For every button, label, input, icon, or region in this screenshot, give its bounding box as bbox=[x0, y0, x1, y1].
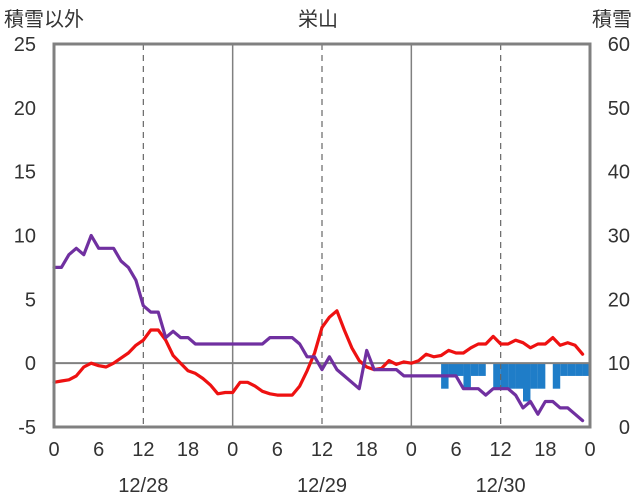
date-label: 12/29 bbox=[297, 475, 347, 497]
temperature-line bbox=[52, 309, 585, 397]
snowfall-bars bbox=[441, 363, 590, 402]
left-tick-label: -5 bbox=[18, 417, 36, 439]
snowfall-bar bbox=[478, 363, 486, 376]
x-tick-label: 6 bbox=[93, 439, 104, 461]
snowfall-bar bbox=[456, 363, 464, 376]
left-axis-label: 積雪以外 bbox=[4, 8, 84, 31]
snowfall-bar bbox=[500, 363, 509, 389]
x-tick-label: 12 bbox=[311, 439, 333, 461]
x-tick-label: 0 bbox=[406, 439, 417, 461]
left-axis-ticks: -5 0 5 10 15 20 25 bbox=[14, 34, 36, 439]
left-tick-label: 20 bbox=[14, 98, 36, 120]
snowfall-bar bbox=[493, 363, 501, 389]
snow_depth-line bbox=[52, 233, 585, 423]
snowfall-bar bbox=[537, 363, 546, 389]
snowfall-bar bbox=[463, 363, 471, 389]
right-tick-label: 60 bbox=[608, 34, 630, 56]
right-tick-label: 50 bbox=[608, 98, 630, 120]
left-tick-label: 25 bbox=[14, 34, 36, 56]
x-tick-label: 0 bbox=[584, 439, 595, 461]
snowfall-bar bbox=[508, 363, 516, 389]
plot-frame bbox=[52, 42, 592, 429]
snowfall-bar bbox=[523, 363, 531, 402]
x-tick-label: 0 bbox=[48, 439, 59, 461]
right-axis-ticks: 0 10 20 30 40 50 60 bbox=[608, 34, 630, 439]
right-tick-label: 0 bbox=[619, 417, 630, 439]
x-tick-label: 0 bbox=[227, 439, 238, 461]
snowfall-bar bbox=[470, 363, 479, 376]
x-tick-label: 12 bbox=[490, 439, 512, 461]
x-axis-ticks: 0 6 12 18 0 6 12 18 0 6 12 18 0 bbox=[48, 439, 595, 461]
left-tick-label: 15 bbox=[14, 162, 36, 184]
left-tick-label: 0 bbox=[25, 353, 36, 375]
x-tick-label: 18 bbox=[534, 439, 556, 461]
grid-lines bbox=[54, 44, 590, 427]
date-label: 12/30 bbox=[476, 475, 526, 497]
snowfall-bar bbox=[530, 363, 538, 389]
snowfall-bar bbox=[448, 363, 456, 376]
series-lines bbox=[52, 233, 585, 423]
x-tick-label: 18 bbox=[356, 439, 378, 461]
right-tick-label: 30 bbox=[608, 226, 630, 248]
date-labels: 12/28 12/29 12/30 bbox=[118, 475, 525, 497]
x-tick-label: 6 bbox=[450, 439, 461, 461]
snowfall-bar bbox=[552, 363, 561, 389]
left-tick-label: 10 bbox=[14, 226, 36, 248]
snowfall-bar bbox=[582, 363, 590, 376]
x-tick-label: 6 bbox=[272, 439, 283, 461]
snowfall-bar bbox=[515, 363, 523, 389]
chart-title: 栄山 bbox=[298, 8, 338, 31]
right-tick-label: 10 bbox=[608, 353, 630, 375]
x-tick-label: 12 bbox=[132, 439, 154, 461]
snowfall-bar bbox=[560, 363, 568, 376]
date-label: 12/28 bbox=[118, 475, 168, 497]
right-tick-label: 40 bbox=[608, 162, 630, 184]
right-tick-label: 20 bbox=[608, 289, 630, 311]
snowfall-bar bbox=[567, 363, 576, 376]
snowfall-bar bbox=[575, 363, 583, 376]
x-tick-label: 18 bbox=[177, 439, 199, 461]
right-axis-label: 積雪 bbox=[592, 8, 632, 31]
left-tick-label: 5 bbox=[25, 289, 36, 311]
